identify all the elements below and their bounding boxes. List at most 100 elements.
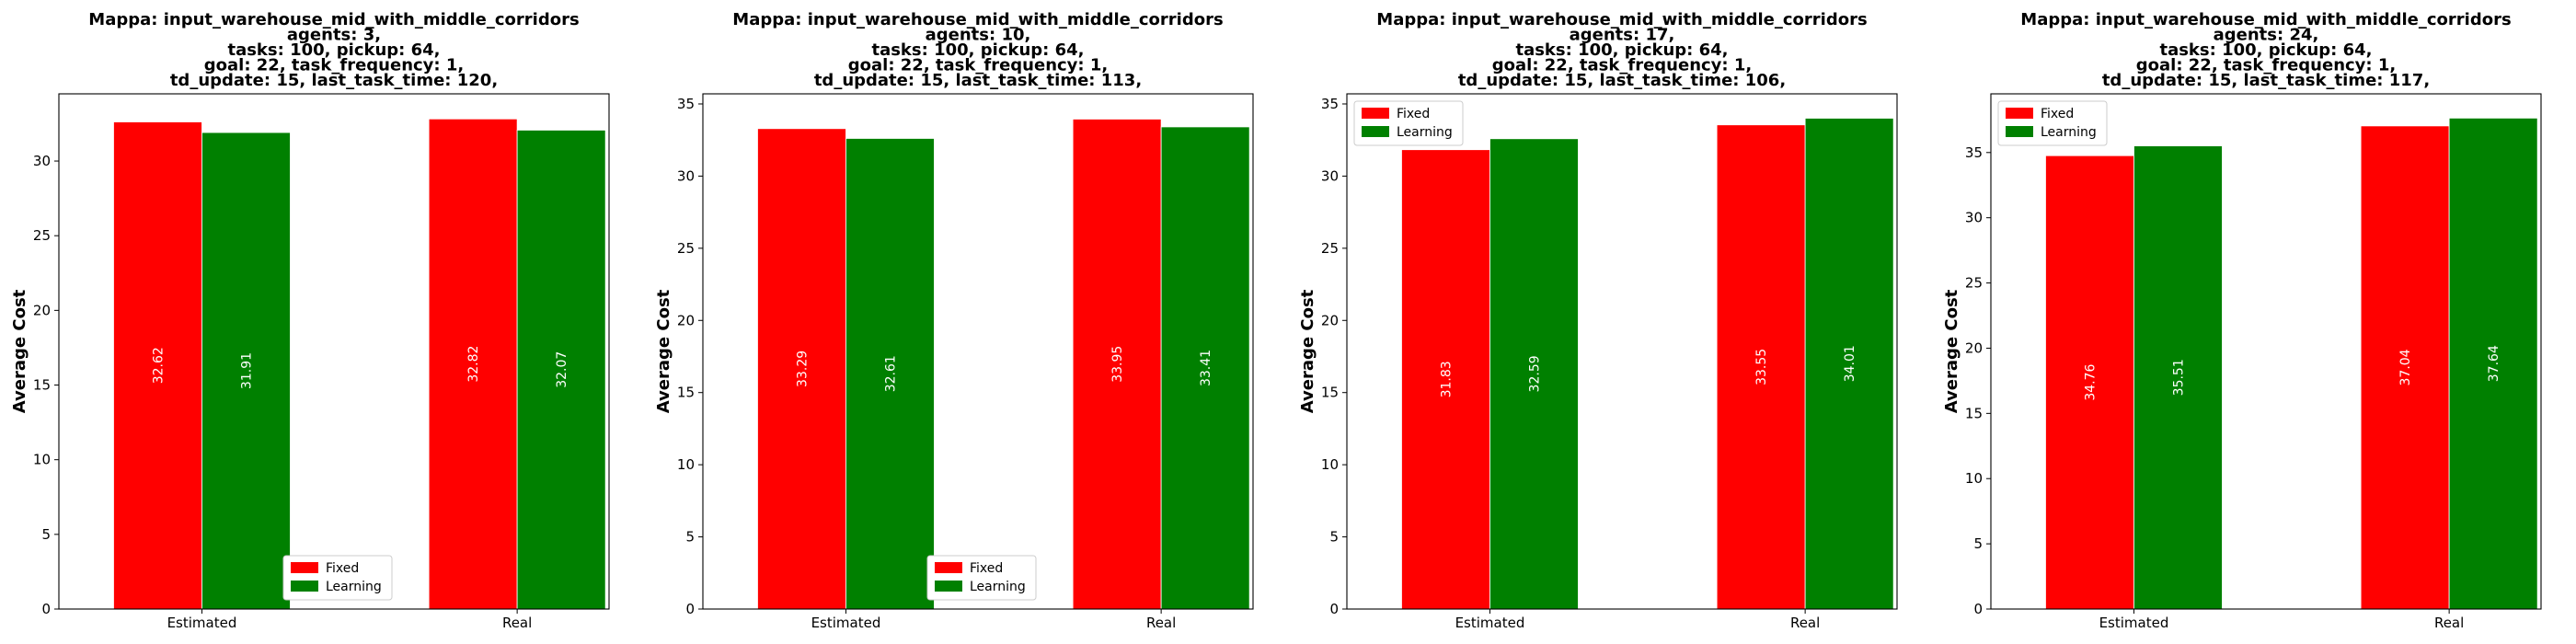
y-tick-label: 15 [677,385,695,401]
y-tick-label: 0 [1329,601,1339,617]
bar-value-label: 32.07 [555,351,569,388]
y-tick-label: 5 [1973,535,1983,552]
y-tick-label: 30 [1965,210,1983,226]
axes-frame [1346,93,1898,610]
chart-title-line: agents: 3, [287,26,381,45]
chart-title-line: td_update: 15, last_task_time: 113, [814,71,1142,90]
bar-value-label: 32.59 [1527,355,1542,392]
y-tick-label: 5 [1329,529,1339,546]
bar-value-label: 31.91 [239,352,254,389]
bar-value-label: 37.04 [2398,349,2413,385]
chart-title-line: td_update: 15, last_task_time: 117, [2102,71,2430,90]
bar-fixed-real [1716,124,1806,610]
y-tick-label: 20 [33,302,51,318]
bar-value-label: 33.95 [1110,346,1125,383]
chart-title-line: td_update: 15, last_task_time: 106, [1458,71,1786,90]
chart-panel-3: Mappa: input_warehouse_mid_with_middle_c… [1298,10,1898,631]
legend-swatch-learning [291,581,318,592]
y-tick-label: 20 [677,312,695,328]
y-tick-label: 30 [33,153,51,169]
y-tick-label: 15 [1321,385,1339,401]
bar-value-label: 32.62 [151,347,166,384]
legend: Fixed Learning [1353,100,1464,146]
chart-title-line: Mappa: input_warehouse_mid_with_middle_c… [732,10,1223,29]
y-tick-label: 20 [1321,312,1339,328]
y-tick-label: 35 [677,96,695,112]
bar-learning-estimated [1489,138,1579,610]
bar-value-label: 31.83 [1439,361,1454,397]
y-tick-label: 35 [1321,96,1339,112]
chart-panel-1: Mappa: input_warehouse_mid_with_middle_c… [10,10,610,631]
chart-panel-4: Mappa: input_warehouse_mid_with_middle_c… [1942,10,2542,631]
chart-title-line: tasks: 100, pickup: 64, [2159,40,2372,60]
y-tick-label: 0 [685,601,695,617]
chart-title-line: goal: 22, task_frequency: 1, [2136,56,2397,75]
bar-learning-estimated [2133,145,2223,610]
legend-label-learning: Learning [970,580,1026,594]
y-tick-label: 10 [1965,470,1983,487]
y-tick-label: 10 [33,452,51,468]
y-axis-label: Average Cost [654,289,673,413]
legend: Fixed Learning [926,555,1037,601]
chart-title-line: goal: 22, task_frequency: 1, [1492,56,1753,75]
bar-fixed-estimated [757,128,846,610]
legend-swatch-learning [1362,126,1389,137]
legend-label-learning: Learning [1397,125,1453,140]
legend-label-fixed: Fixed [970,561,1003,576]
y-axis-label: Average Cost [10,289,29,413]
y-tick-label: 30 [1321,167,1339,184]
x-tick-label: Real [502,615,532,631]
legend-swatch-fixed [935,562,962,573]
bar-fixed-real [2360,125,2450,610]
y-tick-label: 0 [1973,601,1983,617]
y-tick-label: 20 [1965,339,1983,356]
chart-title-line: Mappa: input_warehouse_mid_with_middle_c… [2020,10,2511,29]
legend-swatch-learning [935,581,962,592]
chart-title-line: tasks: 100, pickup: 64, [227,40,440,60]
x-tick-label: Real [1146,615,1176,631]
axes-frame [702,93,1254,610]
y-tick-label: 15 [33,377,51,394]
bar-learning-real [516,130,606,610]
bar-value-label: 32.61 [883,355,898,392]
chart-title-line: agents: 17, [1570,26,1675,45]
chart-title-line: td_update: 15, last_task_time: 120, [170,71,498,90]
y-tick-label: 35 [1965,144,1983,161]
axes-frame [58,93,610,610]
y-tick-label: 10 [677,456,695,473]
bar-learning-real [1804,118,1894,610]
bar-value-label: 33.29 [795,351,810,387]
chart-title-line: goal: 22, task_frequency: 1, [204,56,465,75]
bar-fixed-real [1072,119,1162,610]
x-tick-label: Real [2434,615,2464,631]
chart-title-line: tasks: 100, pickup: 64, [1515,40,1728,60]
y-tick-label: 25 [1321,240,1339,257]
bar-value-label: 34.76 [2083,363,2098,400]
legend-swatch-fixed [2006,108,2033,119]
bar-fixed-estimated [113,121,202,610]
y-tick-label: 5 [685,529,695,546]
y-tick-label: 25 [33,227,51,244]
bar-value-label: 33.41 [1199,350,1213,386]
legend-swatch-learning [2006,126,2033,137]
bar-value-label: 34.01 [1843,345,1857,382]
bar-fixed-estimated [1401,149,1490,610]
x-tick-label: Estimated [811,615,881,631]
y-tick-label: 30 [677,167,695,184]
bar-value-label: 37.64 [2487,345,2501,382]
y-tick-label: 0 [41,601,51,617]
chart-title-line: agents: 24, [2214,26,2319,45]
y-axis-label: Average Cost [1298,289,1317,413]
bar-learning-real [2448,117,2538,610]
legend: Fixed Learning [1997,100,2108,146]
bar-value-label: 33.55 [1754,349,1769,385]
bar-value-label: 32.82 [466,346,481,383]
x-tick-label: Real [1790,615,1820,631]
y-axis-label: Average Cost [1942,289,1961,413]
y-tick-label: 25 [1965,275,1983,292]
y-tick-label: 5 [41,526,51,543]
bar-learning-estimated [201,132,291,610]
bar-value-label: 35.51 [2171,359,2186,396]
